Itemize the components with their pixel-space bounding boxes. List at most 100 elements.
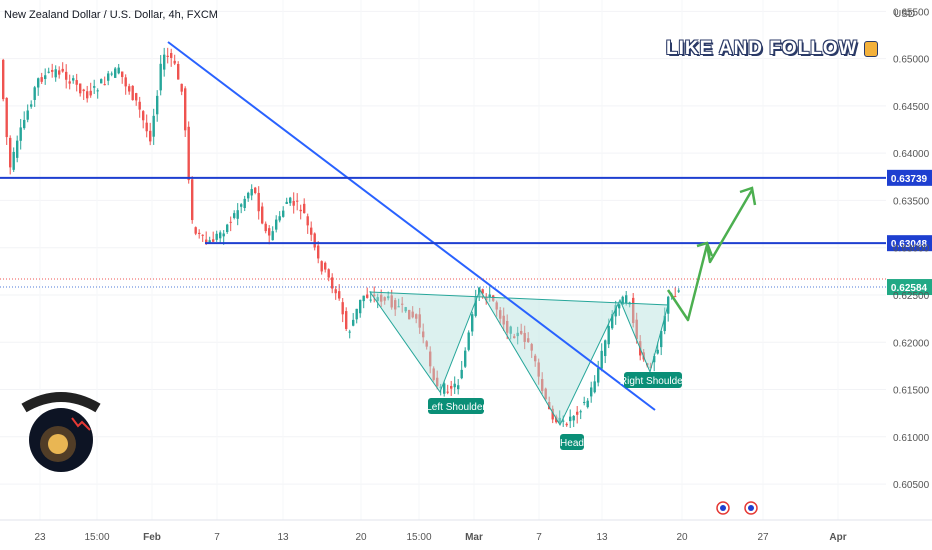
candle-body bbox=[600, 350, 603, 369]
candle-body bbox=[345, 311, 348, 329]
candle-body bbox=[327, 269, 330, 278]
candle-body bbox=[310, 227, 313, 235]
candle-body bbox=[565, 423, 568, 426]
candle-body bbox=[663, 315, 666, 332]
candle-body bbox=[443, 383, 446, 394]
candle-body bbox=[58, 70, 61, 75]
price-label-box bbox=[887, 235, 932, 252]
x-tick-label: 15:00 bbox=[406, 532, 431, 543]
candle-body bbox=[450, 385, 453, 389]
x-tick-label: 20 bbox=[355, 532, 367, 543]
candle-body bbox=[303, 203, 306, 214]
candle-body bbox=[495, 302, 498, 310]
projection-arrow bbox=[666, 189, 754, 322]
pattern-label-text: Left Shoulder bbox=[426, 402, 486, 413]
candle-body bbox=[481, 289, 484, 294]
candle-body bbox=[457, 385, 460, 390]
candle-body bbox=[453, 383, 456, 388]
candle-body bbox=[373, 294, 376, 297]
candle-body bbox=[513, 336, 516, 339]
candle-body bbox=[107, 73, 110, 81]
candle-body bbox=[96, 90, 99, 92]
candle-body bbox=[383, 297, 386, 301]
candle-body bbox=[33, 87, 36, 100]
candle-body bbox=[163, 54, 166, 70]
candle-body bbox=[61, 68, 64, 72]
candle-body bbox=[569, 416, 572, 422]
candle-body bbox=[502, 315, 505, 325]
candle-body bbox=[341, 302, 344, 315]
candle-body bbox=[26, 110, 29, 120]
y-tick-label: 0.61500 bbox=[893, 386, 930, 397]
currency-label: USD bbox=[894, 9, 916, 20]
candle-body bbox=[474, 296, 477, 316]
candle-body bbox=[138, 101, 141, 110]
candle-body bbox=[89, 90, 92, 96]
candle-body bbox=[264, 223, 267, 232]
candle-body bbox=[320, 261, 323, 272]
candle-body bbox=[243, 198, 246, 209]
candle-body bbox=[285, 201, 288, 205]
candle-body bbox=[184, 88, 187, 131]
candle-body bbox=[436, 377, 439, 387]
price-label-text: 0.63048 bbox=[891, 239, 928, 250]
candle-body bbox=[37, 78, 40, 88]
candle-body bbox=[275, 219, 278, 230]
candle-body bbox=[191, 179, 194, 221]
candle-body bbox=[432, 368, 435, 380]
candle-body bbox=[254, 187, 257, 194]
candle-body bbox=[222, 233, 225, 237]
candle-body bbox=[635, 319, 638, 340]
arrow-head bbox=[696, 241, 714, 257]
candle-body bbox=[313, 233, 316, 248]
candle-body bbox=[541, 379, 544, 391]
x-tick-label: Feb bbox=[143, 532, 161, 543]
price-label-text: 0.63739 bbox=[891, 174, 928, 185]
candle-body bbox=[170, 53, 173, 58]
event-flag-icon bbox=[748, 505, 754, 511]
candle-body bbox=[131, 85, 134, 101]
candle-body bbox=[534, 355, 537, 362]
candle-body bbox=[348, 331, 351, 333]
candle-body bbox=[597, 368, 600, 383]
pattern-label-box bbox=[560, 434, 584, 450]
candle-body bbox=[9, 137, 12, 168]
candle-body bbox=[247, 192, 250, 199]
y-tick-label: 0.62500 bbox=[893, 291, 930, 302]
candle-body bbox=[548, 401, 551, 410]
candle-body bbox=[334, 289, 337, 294]
x-tick-label: 13 bbox=[596, 532, 608, 543]
x-tick-label: 7 bbox=[214, 532, 220, 543]
candle-body bbox=[30, 104, 33, 107]
candle-body bbox=[506, 320, 509, 333]
axes: 0.65500 0.65000 0.64500 0.64000 0.63500 0.630… bbox=[0, 7, 932, 543]
candle-body bbox=[527, 338, 530, 343]
candle-body bbox=[625, 295, 628, 303]
candle-body bbox=[166, 55, 169, 57]
candle-body bbox=[173, 60, 176, 64]
candle-body bbox=[159, 63, 162, 91]
candle-body bbox=[233, 213, 236, 218]
candle-body bbox=[19, 127, 22, 141]
candle-body bbox=[5, 97, 8, 138]
candle-body bbox=[572, 415, 575, 421]
like-follow-banner: LIKE AND FOLLOW bbox=[666, 38, 878, 60]
pattern-label-box bbox=[624, 372, 682, 388]
candle-body bbox=[674, 296, 677, 298]
candle-body bbox=[82, 89, 85, 92]
candle-body bbox=[614, 305, 617, 317]
candle-body bbox=[362, 295, 365, 302]
candle-body bbox=[418, 314, 421, 328]
candle-body bbox=[551, 408, 554, 420]
event-flag-icon bbox=[720, 505, 726, 511]
candle-body bbox=[268, 228, 271, 236]
candle-body bbox=[401, 303, 404, 305]
candle-body bbox=[44, 75, 47, 80]
candle-body bbox=[152, 115, 155, 137]
pattern-label-text: Head bbox=[560, 438, 584, 449]
trendline bbox=[167, 41, 656, 411]
candle-body bbox=[250, 189, 253, 196]
candle-body bbox=[40, 77, 43, 82]
candle-body bbox=[229, 221, 232, 223]
